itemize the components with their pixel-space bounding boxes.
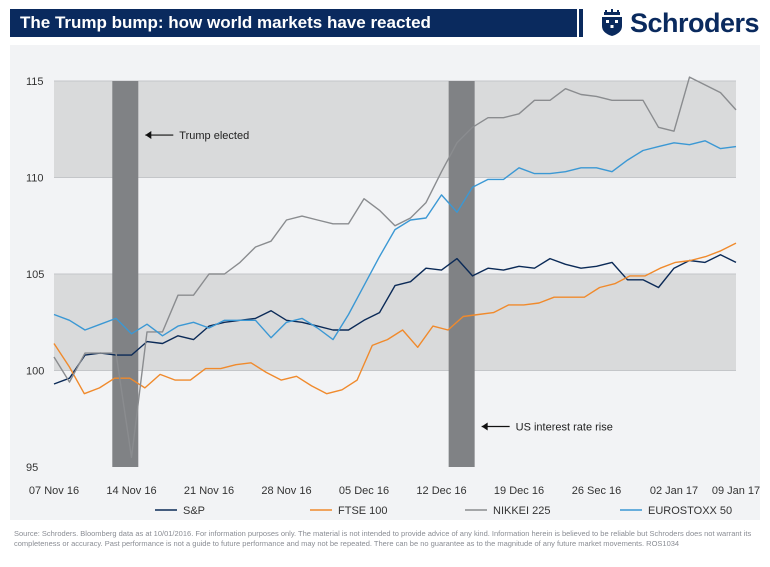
event-bars: Trump elected US interest rate rise [112, 81, 613, 467]
chart-title: The Trump bump: how world markets have r… [20, 13, 431, 32]
line-chart: Trump elected US interest rate rise 95 100… [26, 76, 760, 517]
band-layer [54, 81, 736, 371]
series-line-s-p [53, 253, 737, 385]
series-line-nikkei-225 [53, 76, 737, 459]
series-lines [53, 76, 737, 459]
legend-label-1: FTSE 100 [338, 505, 388, 517]
band-1 [54, 274, 736, 371]
x-tick-9: 09 Jan 17 [712, 485, 760, 497]
x-tick-6: 19 Dec 16 [494, 485, 544, 497]
title-bar-accent [579, 9, 583, 37]
x-tick-4: 05 Dec 16 [339, 485, 389, 497]
logo-wordmark: Schroders [630, 7, 760, 38]
legend: S&P FTSE 100 NIKKEI 225 EUROSTOXX 50 [155, 505, 732, 517]
legend-label-2: NIKKEI 225 [493, 505, 550, 517]
chart-title-bar: The Trump bump: how world markets have r… [10, 9, 577, 37]
event-label-0: Trump elected [179, 130, 249, 142]
x-tick-3: 28 Nov 16 [261, 485, 311, 497]
y-tick-110: 110 [26, 173, 44, 185]
series-line-eurostoxx-50 [53, 140, 737, 341]
legend-label-3: EUROSTOXX 50 [648, 505, 732, 517]
gridlines [54, 80, 736, 371]
event-bar-0 [112, 81, 139, 467]
x-tick-7: 26 Sec 16 [572, 485, 622, 497]
legend-label-0: S&P [183, 505, 205, 517]
event-arrowhead-1 [481, 422, 488, 431]
crest-icon [602, 9, 622, 36]
x-tick-0: 07 Nov 16 [29, 485, 79, 497]
y-tick-95: 95 [26, 462, 38, 474]
schroders-logo: Schroders [598, 7, 760, 38]
band-0 [54, 81, 736, 178]
y-tick-115: 115 [26, 76, 44, 88]
event-label-1: US interest rate rise [516, 421, 613, 433]
x-tick-8: 02 Jan 17 [650, 485, 698, 497]
x-tick-5: 12 Dec 16 [416, 485, 466, 497]
chart-panel: Trump elected US interest rate rise 95 100… [10, 45, 760, 520]
x-tick-2: 21 Nov 16 [184, 485, 234, 497]
x-tick-1: 14 Nov 16 [106, 485, 156, 497]
x-axis: 07 Nov 16 14 Nov 16 21 Nov 16 28 Nov 16 05 D… [29, 485, 760, 497]
y-tick-100: 100 [26, 366, 44, 378]
event-arrowhead-0 [145, 131, 152, 140]
source-footnote: Source: Schroders. Bloomberg data as at … [14, 529, 752, 548]
y-axis: 95 100 105 110 115 [26, 76, 44, 474]
y-tick-105: 105 [26, 269, 44, 281]
series-line-ftse-100 [53, 242, 737, 395]
